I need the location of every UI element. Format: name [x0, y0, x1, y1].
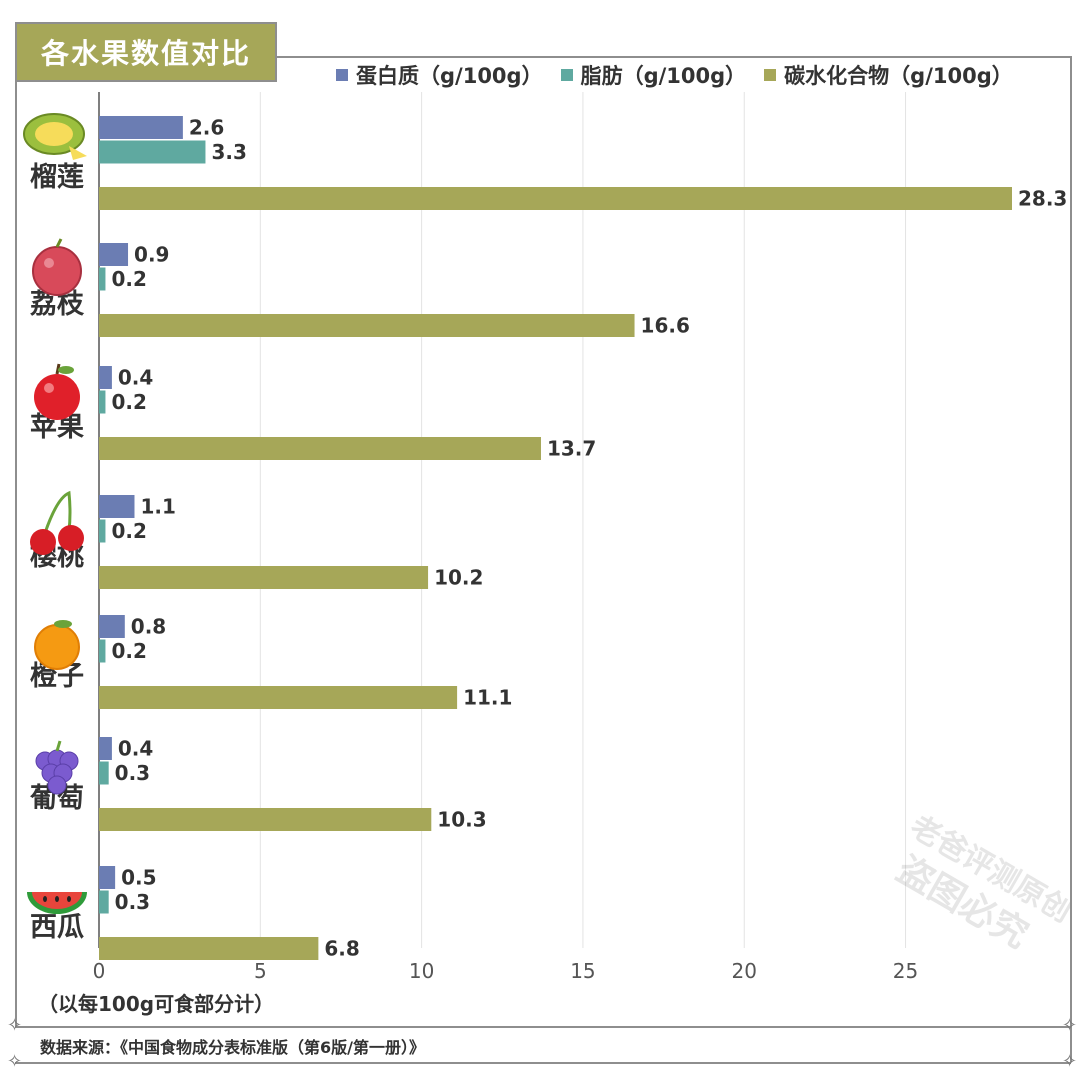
bar	[99, 639, 106, 663]
legend-item-protein: 蛋白质（g/100g）	[336, 60, 543, 90]
data-label: 2.6	[189, 116, 224, 140]
bar	[99, 737, 112, 760]
data-label: 28.3	[1018, 187, 1067, 211]
data-source: 数据来源：《中国食物成分表标准版（第6版/第一册）》	[40, 1038, 425, 1057]
cherry-icon	[30, 490, 84, 555]
frame-bottom-line	[15, 1026, 1071, 1028]
frame-top-line	[15, 56, 1071, 58]
legend-item-fat: 脂肪（g/100g）	[560, 60, 747, 90]
bar	[99, 243, 129, 266]
x-tick-label: 20	[732, 959, 757, 983]
x-tick-label: 10	[409, 959, 434, 983]
bar	[99, 437, 541, 460]
legend-label-fat: 脂肪（g/100g）	[580, 64, 747, 88]
grape-icon	[35, 740, 79, 795]
unit-note: （以每100g可食部分计）	[38, 992, 275, 1016]
legend-swatch-carb	[764, 69, 777, 81]
bar	[99, 519, 106, 543]
x-tick-label: 0	[93, 959, 106, 983]
legend-label-protein: 蛋白质（g/100g）	[356, 64, 543, 88]
data-label: 10.3	[437, 808, 486, 832]
apple-icon	[34, 363, 80, 420]
data-label: 0.3	[115, 890, 150, 914]
bar	[99, 390, 106, 414]
frame-left-line	[15, 56, 17, 1026]
x-tick-label: 25	[893, 959, 918, 983]
bar	[99, 495, 135, 518]
bar	[99, 566, 429, 589]
orange-icon	[34, 620, 80, 670]
data-label: 13.7	[547, 437, 596, 461]
data-label: 11.1	[463, 686, 512, 710]
sparkle-icon: ✧	[1062, 1051, 1078, 1072]
data-label: 0.4	[118, 366, 153, 390]
data-label: 0.3	[115, 761, 150, 785]
category-label: 西瓜	[30, 912, 84, 943]
legend-label-carb: 碳水化合物（g/100g）	[784, 64, 1013, 88]
data-label: 10.2	[434, 566, 483, 590]
data-label: 16.6	[641, 314, 690, 338]
data-label: 0.2	[111, 519, 146, 543]
data-label: 0.8	[131, 615, 166, 639]
frame-right-line	[1070, 56, 1072, 1062]
bar	[99, 686, 458, 709]
legend-swatch-fat	[560, 69, 573, 81]
bar	[99, 808, 432, 831]
sparkle-icon: ✧	[1062, 1015, 1078, 1036]
durian-icon	[23, 113, 87, 160]
legend-item-carb: 碳水化合物（g/100g）	[764, 60, 1013, 90]
data-label: 0.2	[111, 639, 146, 663]
bar	[99, 366, 112, 389]
data-label: 6.8	[324, 937, 359, 961]
watermark: 老爸评测原创 盗图必究	[890, 809, 1070, 956]
data-label: 0.4	[118, 737, 153, 761]
legend: 蛋白质（g/100g） 脂肪（g/100g） 碳水化合物（g/100g）	[336, 60, 1013, 90]
bar	[99, 187, 1012, 210]
data-label: 0.5	[121, 866, 156, 890]
bar	[99, 890, 109, 914]
frame-footer-line	[15, 1062, 1071, 1064]
data-label: 0.2	[111, 390, 146, 414]
bar	[99, 761, 109, 785]
watermelon-icon	[27, 892, 87, 914]
bar	[99, 314, 635, 337]
bar	[99, 937, 319, 960]
sparkle-icon: ✧	[7, 1051, 23, 1072]
legend-swatch-protein	[336, 69, 348, 81]
data-label: 1.1	[140, 495, 175, 519]
lychee-icon	[32, 238, 82, 296]
chart-title: 各水果数值对比	[15, 22, 277, 82]
bar	[99, 615, 125, 638]
data-label: 3.3	[211, 140, 246, 164]
bar	[99, 140, 206, 164]
bar	[99, 116, 183, 139]
category-label: 榴莲	[30, 162, 84, 193]
bar	[99, 267, 106, 291]
x-tick-label: 15	[570, 959, 595, 983]
x-tick-label: 5	[254, 959, 267, 983]
bar	[99, 866, 116, 889]
data-label: 0.2	[111, 267, 146, 291]
data-label: 0.9	[134, 243, 169, 267]
sparkle-icon: ✧	[7, 1015, 23, 1036]
